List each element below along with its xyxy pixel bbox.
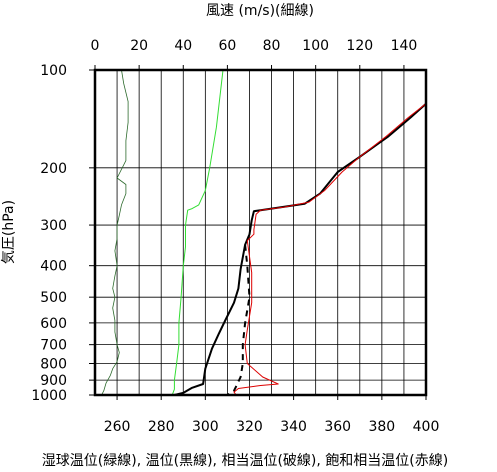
bottom-tick-label: 340 xyxy=(280,419,307,435)
top-tick-label: 20 xyxy=(130,38,148,54)
left-tick-label: 800 xyxy=(40,357,67,373)
top-tick-label: 60 xyxy=(218,38,236,54)
top-axis-label: 風速 (m/s)(細線) xyxy=(206,3,314,19)
wet-bulb-theta-line xyxy=(171,69,224,396)
bottom-tick-label: 280 xyxy=(148,419,175,435)
bottom-tick-label: 400 xyxy=(413,419,440,435)
bottom-tick-label: 360 xyxy=(324,419,351,435)
left-tick-label: 200 xyxy=(40,161,67,177)
left-tick-label: 700 xyxy=(40,338,67,354)
top-tick-label: 80 xyxy=(263,38,281,54)
top-tick-label: 120 xyxy=(346,38,373,54)
top-tick-label: 140 xyxy=(391,38,418,54)
plot-frame xyxy=(93,68,428,397)
saturated-equivalent-theta-line xyxy=(233,103,427,396)
grid xyxy=(95,70,426,395)
top-tick-label: 40 xyxy=(174,38,192,54)
bottom-tick-label: 320 xyxy=(236,419,263,435)
bottom-tick-label: 300 xyxy=(192,419,219,435)
bottom-axis-label: 湿球温位(緑線), 温位(黒線), 相当温位(破線), 飽和相当温位(赤線) xyxy=(42,452,448,469)
left-tick-label: 500 xyxy=(40,290,67,306)
left-tick-label: 1000 xyxy=(31,388,67,404)
series-layer xyxy=(101,69,427,396)
top-tick-label: 0 xyxy=(91,38,100,54)
bottom-axis-ticks: 260 280 300 320 340 360 380 400 xyxy=(104,395,440,435)
bottom-tick-label: 380 xyxy=(368,419,395,435)
left-tick-label: 300 xyxy=(40,218,67,234)
left-tick-label: 100 xyxy=(40,63,67,79)
left-tick-label: 600 xyxy=(40,316,67,332)
bottom-tick-label: 260 xyxy=(104,419,131,435)
left-tick-label: 400 xyxy=(40,259,67,275)
equivalent-theta-line xyxy=(226,244,251,396)
wind-speed-line xyxy=(101,69,129,396)
theta-line xyxy=(174,102,427,396)
left-tick-label: 900 xyxy=(40,373,67,389)
top-axis-ticks: 0 20 40 60 80 100 120 140 xyxy=(91,38,418,70)
top-tick-label: 100 xyxy=(302,38,329,54)
left-axis-label: 気圧(hPa) xyxy=(1,200,17,264)
